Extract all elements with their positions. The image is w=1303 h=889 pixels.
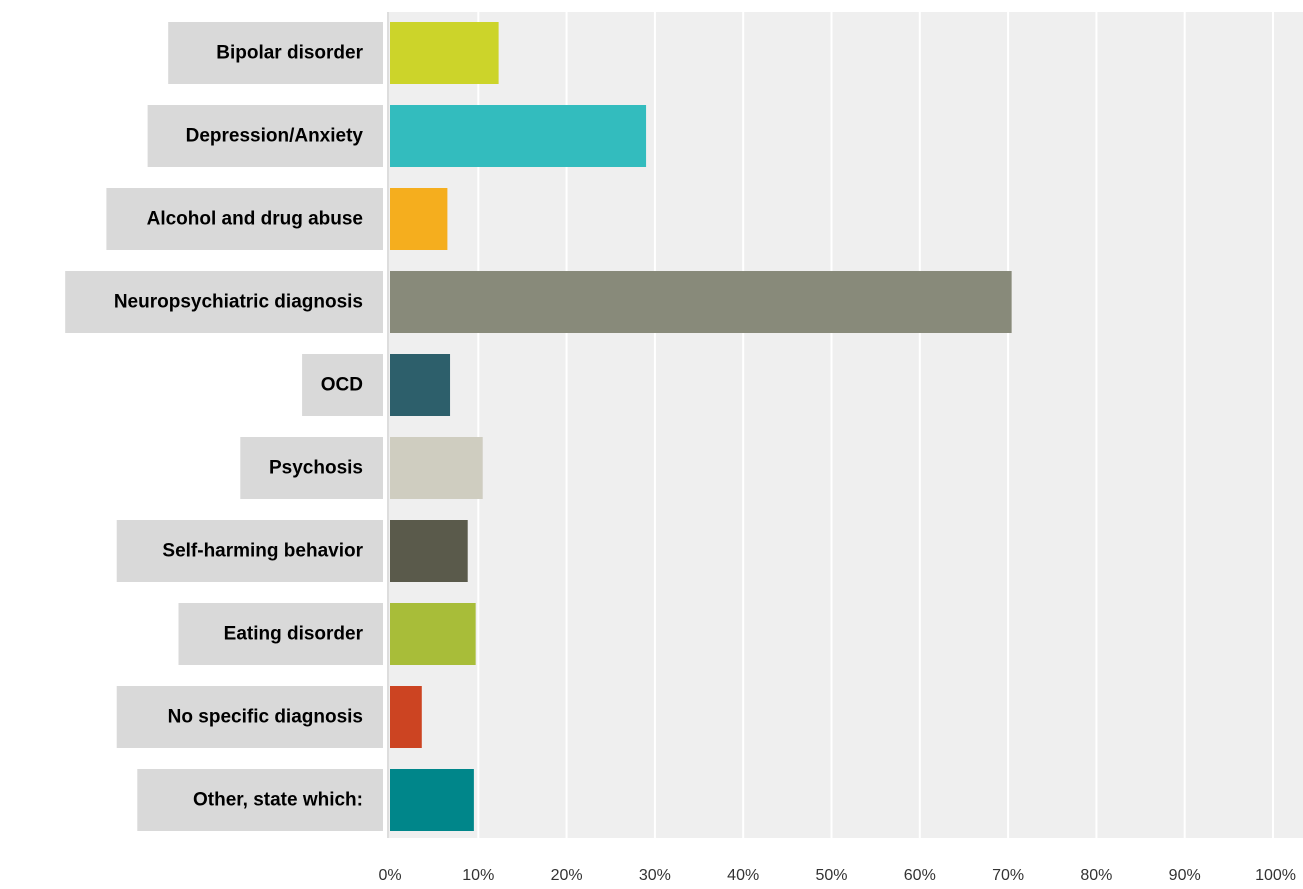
category-label: Psychosis: [269, 458, 363, 479]
bar: [390, 105, 647, 167]
x-axis-tick-labels: 0% 10% 20% 30% 40% 50% 60% 70% 80% 90% 100%: [378, 867, 1296, 884]
category-label: OCD: [321, 375, 363, 396]
category-label: No specific diagnosis: [168, 707, 363, 728]
category-label-box: [65, 271, 383, 333]
x-tick-label: 0%: [378, 867, 401, 884]
x-tick-label: 80%: [1080, 867, 1112, 884]
category-label-box: [116, 520, 383, 582]
category-label-box: [116, 686, 383, 748]
bars: [390, 22, 1012, 831]
x-tick-label: 30%: [639, 867, 671, 884]
bar: [390, 188, 448, 250]
category-label-box: [106, 188, 384, 250]
category-label-box: [137, 769, 383, 831]
bar: [390, 22, 499, 84]
bar: [390, 271, 1012, 333]
bar: [390, 603, 476, 665]
category-label-box: [178, 603, 383, 665]
x-tick-label: 50%: [815, 867, 847, 884]
bar: [390, 354, 451, 416]
x-tick-label: 10%: [462, 867, 494, 884]
category-label-box: [168, 22, 383, 84]
category-label-box: [302, 354, 383, 416]
x-tick-label: 40%: [727, 867, 759, 884]
category-label: Eating disorder: [224, 624, 364, 645]
category-label: Alcohol and drug abuse: [147, 209, 363, 230]
category-label-box: [147, 105, 383, 167]
bar: [390, 520, 468, 582]
category-label: Bipolar disorder: [216, 43, 363, 64]
x-tick-label: 20%: [551, 867, 583, 884]
grid-lines: [477, 12, 1274, 838]
bar: [390, 686, 422, 748]
category-labels: Bipolar disorder Depression/Anxiety Alcoho…: [65, 22, 384, 831]
category-label: Self-harming behavior: [162, 541, 363, 562]
category-label-box: [240, 437, 383, 499]
x-tick-label: 100%: [1255, 867, 1296, 884]
category-label: Other, state which:: [193, 790, 363, 811]
bar: [390, 437, 483, 499]
x-tick-label: 70%: [992, 867, 1024, 884]
category-label: Depression/Anxiety: [186, 126, 364, 147]
category-label: Neuropsychiatric diagnosis: [114, 292, 363, 313]
x-tick-label: 60%: [904, 867, 936, 884]
bar: [390, 769, 474, 831]
x-tick-label: 90%: [1169, 867, 1201, 884]
